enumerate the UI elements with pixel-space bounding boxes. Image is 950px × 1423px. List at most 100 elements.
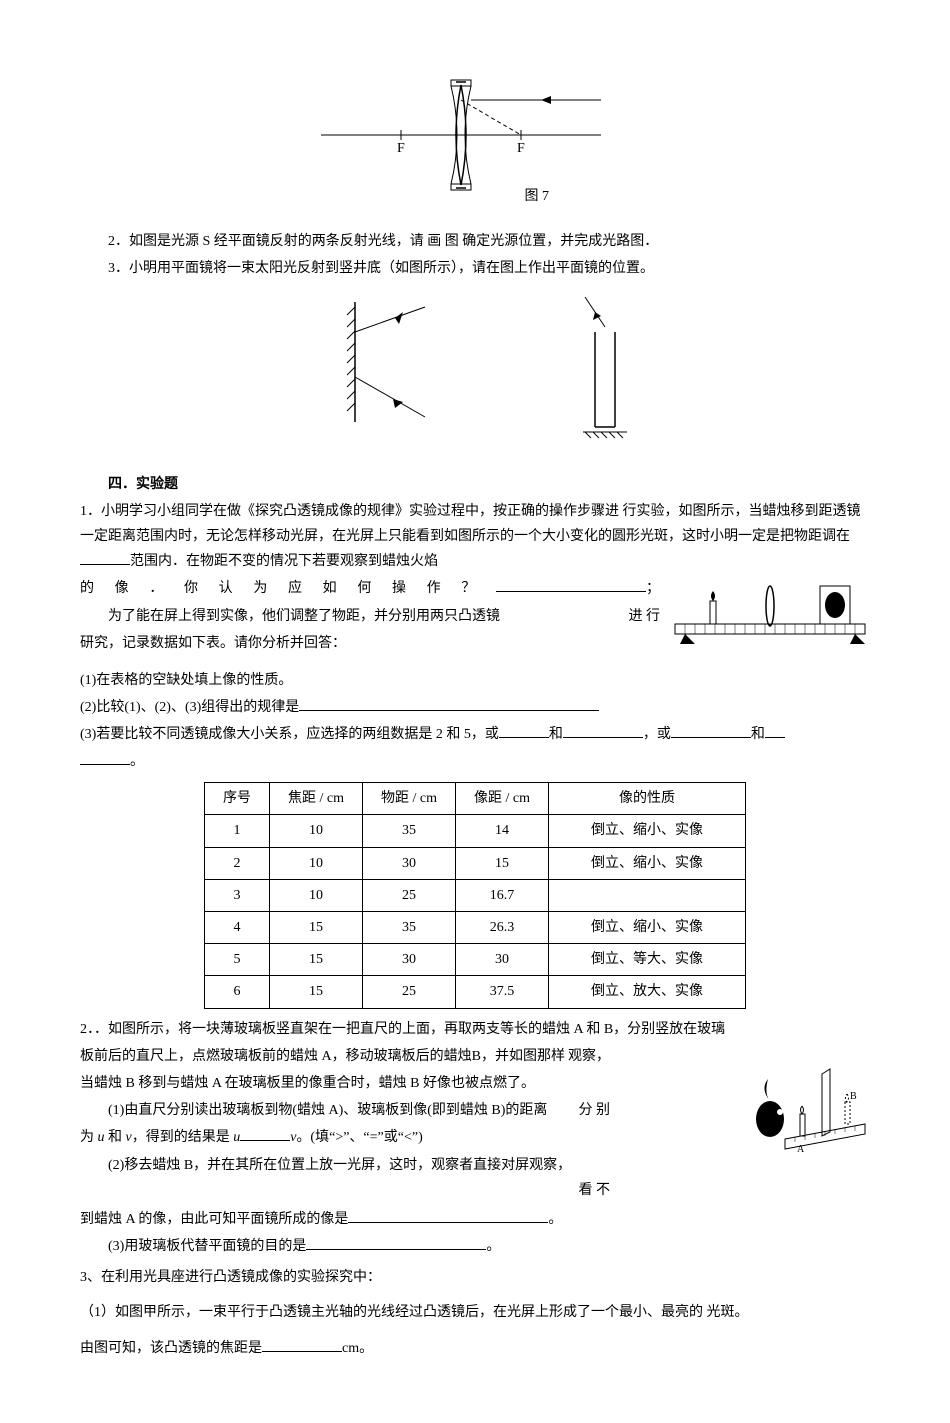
- table-cell: 15: [270, 912, 363, 944]
- exp2-s2a: (2)移去蜡烛 B，并在其所在位置上放一光屏，这时，观察者直接对屏观察，: [108, 1158, 571, 1173]
- exp1-p1c-suffix: ；: [646, 581, 660, 596]
- table-cell: 25: [363, 976, 456, 1008]
- concave-lens-svg: F F: [311, 70, 611, 200]
- exp2-s2b: 看 不: [551, 1178, 611, 1203]
- exp2-p2b: 观察，: [568, 1044, 610, 1069]
- table-row: 6152537.5倒立、放大、实像: [205, 976, 746, 1008]
- blank-pair1a: [499, 723, 549, 738]
- table-row: 2103015倒立、缩小、实像: [205, 847, 746, 879]
- table-row: 4153526.3倒立、缩小、实像: [205, 912, 746, 944]
- exp2-s1c-b: ，得到的结果是: [132, 1130, 234, 1145]
- exp1-sub1: (1)在表格的空缺处填上像的性质。: [80, 668, 870, 693]
- blank-purpose: [306, 1235, 486, 1250]
- figure-7-label: 图 7: [525, 184, 550, 209]
- blank-focal-length: [262, 1337, 342, 1352]
- table-cell: 15: [456, 847, 549, 879]
- blank-image-type: [348, 1208, 548, 1223]
- table-cell: 倒立、缩小、实像: [549, 912, 746, 944]
- optical-bench-figure: [670, 576, 870, 655]
- table-row: 3102516.7: [205, 879, 746, 911]
- table-cell: 6: [205, 976, 270, 1008]
- table-cell: 倒立、缩小、实像: [549, 815, 746, 847]
- blank-pair2b-1: [765, 723, 785, 738]
- svg-text:A: A: [797, 1144, 805, 1155]
- question-3: 3．小明用平面镜将一束太阳光反射到竖井底（如图所示），请在图上作出平面镜的位置。: [80, 256, 870, 281]
- mirror-rays-svg: [295, 292, 435, 432]
- table-cell: 10: [270, 847, 363, 879]
- exp3-s1: （1）如图甲所示，一束平行于凸透镜主光轴的光线经过凸透镜后，在光屏上形成了一个最…: [80, 1300, 870, 1325]
- blank-compare: [240, 1126, 290, 1141]
- experiment-1: 1．小明学习小组同学在做《探究凸透镜成像的规律》实验过程中，按正确的操作步骤进 …: [80, 499, 870, 775]
- exp1-sub3c: ，或: [643, 727, 671, 742]
- table-cell: 14: [456, 815, 549, 847]
- exp2-s1a: (1)由直尺分别读出玻璃板到物(蜡烛 A)、玻璃板到像(即到蜡烛 B)的距离: [108, 1103, 547, 1118]
- table-cell: 4: [205, 912, 270, 944]
- table-cell: 37.5: [456, 976, 549, 1008]
- var-u2: u: [233, 1130, 240, 1145]
- table-cell: 10: [270, 879, 363, 911]
- blank-operation: [496, 577, 646, 592]
- table-cell: 2: [205, 847, 270, 879]
- table-cell: 30: [363, 847, 456, 879]
- exp3-s2a: 由图可知，该凸透镜的焦距是: [80, 1341, 262, 1356]
- experiment-3: 3、在利用光具座进行凸透镜成像的实验探究中： （1）如图甲所示，一束平行于凸透镜…: [80, 1265, 870, 1361]
- experiment-2: 2．．如图所示，将一块薄玻璃板竖直架在一把直尺的上面，再取两支等长的蜡烛 A 和…: [80, 1017, 870, 1260]
- blank-pair2b-2: [80, 750, 130, 765]
- table-cell: 10: [270, 815, 363, 847]
- table-header-row: 序号 焦距 / cm 物距 / cm 像距 / cm 像的性质: [205, 783, 746, 815]
- exp1-p2b: 进 行: [601, 604, 661, 629]
- blank-pair2a: [671, 723, 751, 738]
- glass-plate-figure: A B: [750, 1044, 870, 1173]
- focal-left-label: F: [397, 141, 405, 156]
- table-cell: 16.7: [456, 879, 549, 911]
- col-image: 像距 / cm: [456, 783, 549, 815]
- exp2-s1c-mid: 和: [105, 1130, 126, 1145]
- table-cell: 3: [205, 879, 270, 911]
- table-cell: 1: [205, 815, 270, 847]
- col-focal: 焦距 / cm: [270, 783, 363, 815]
- table-cell: 15: [270, 944, 363, 976]
- question-2: 2．如图是光源 S 经平面镜反射的两条反射光线，请 画 图 确定光源位置，并完成…: [80, 229, 870, 254]
- col-nature: 像的性质: [549, 783, 746, 815]
- table-cell: [549, 879, 746, 911]
- exp1-sub3d: 和: [751, 727, 765, 742]
- exp1-sub3b: 和: [549, 727, 563, 742]
- well-svg: [555, 292, 655, 442]
- table-cell: 25: [363, 879, 456, 911]
- section-4-title: 四．实验题: [80, 472, 870, 497]
- table-cell: 30: [456, 944, 549, 976]
- table-row: 5153030倒立、等大、实像: [205, 944, 746, 976]
- exp2-s1c-tail: 。(填“>”、“=”或“<”): [296, 1130, 422, 1145]
- exp1-sub3a: (3)若要比较不同透镜成像大小关系，应选择的两组数据是 2 和 5，或: [80, 727, 499, 742]
- figure-7: F F 图 7: [80, 70, 870, 209]
- blank-pair1b: [563, 723, 643, 738]
- focal-right-label: F: [517, 141, 525, 156]
- exp3-p1: 3、在利用光具座进行凸透镜成像的实验探究中：: [80, 1265, 870, 1290]
- exp1-sub2: (2)比较(1)、(2)、(3)组得出的规律是: [80, 700, 299, 715]
- table-cell: 30: [363, 944, 456, 976]
- blank-rule: [299, 696, 599, 711]
- exp1-p1c-prefix: 的 像 ． 你 认 为 应 如 何 操 作 ？: [80, 581, 484, 596]
- col-object: 物距 / cm: [363, 783, 456, 815]
- exp2-p2a: 板前后的直尺上，点燃玻璃板前的蜡烛 A，移动玻璃板后的蜡烛B，并如图那样: [80, 1049, 565, 1064]
- table-cell: 15: [270, 976, 363, 1008]
- exp2-s3a: (3)用玻璃板代替平面镜的目的是: [108, 1239, 306, 1254]
- exp2-s2d: 。: [548, 1212, 562, 1227]
- lens-data-table: 序号 焦距 / cm 物距 / cm 像距 / cm 像的性质 1103514倒…: [204, 782, 746, 1008]
- table-cell: 倒立、放大、实像: [549, 976, 746, 1008]
- table-cell: 35: [363, 815, 456, 847]
- table-cell: 26.3: [456, 912, 549, 944]
- table-cell: 35: [363, 912, 456, 944]
- svg-text:B: B: [850, 1091, 857, 1102]
- exp1-p2: 为了能在屏上得到实像，他们调整了物距，并分别用两只凸透镜: [108, 609, 500, 624]
- blank-range: [80, 550, 130, 565]
- exp2-s2c: 到蜡烛 A 的像，由此可知平面镜所成的像是: [80, 1212, 348, 1227]
- exp1-p1a: 1．小明学习小组同学在做《探究凸透镜成像的规律》实验过程中，按正确的操作步骤进 …: [80, 504, 861, 544]
- exp1-sub3e: 。: [130, 754, 144, 769]
- figures-q2-q3: [80, 292, 870, 442]
- exp2-s1b: 分 别: [551, 1098, 611, 1123]
- table-row: 1103514倒立、缩小、实像: [205, 815, 746, 847]
- var-u1: u: [98, 1130, 105, 1145]
- exp2-s3b: 。: [486, 1239, 500, 1254]
- exp2-p1: 2．．如图所示，将一块薄玻璃板竖直架在一把直尺的上面，再取两支等长的蜡烛 A 和…: [80, 1017, 870, 1042]
